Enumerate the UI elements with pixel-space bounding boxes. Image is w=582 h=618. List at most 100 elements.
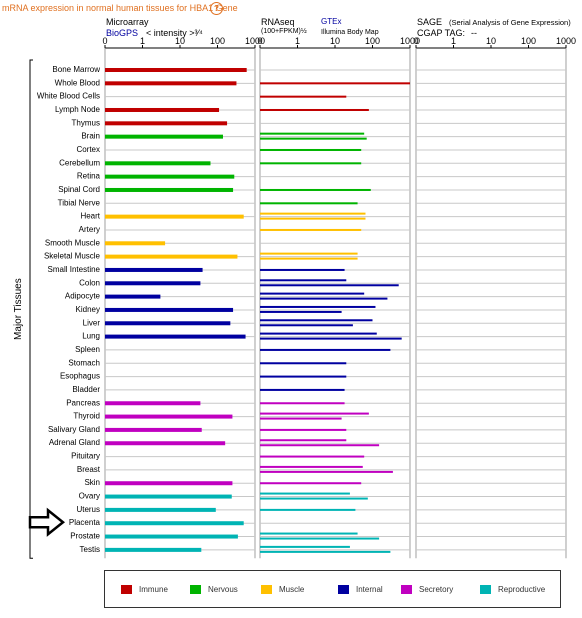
tissue-label: Small Intestine	[48, 265, 101, 274]
rnaseq-bar	[260, 268, 345, 271]
illumina-body-map-link[interactable]: Illumina Body Map	[321, 29, 379, 36]
microarray-tick-label: 1	[140, 36, 145, 46]
microarray-tick-label: 0	[102, 36, 107, 46]
rnaseq-bar	[260, 217, 366, 220]
rnaseq-bar	[260, 375, 347, 378]
tissue-label: Prostate	[70, 532, 100, 541]
rnaseq-bar	[260, 465, 363, 468]
microarray-bar	[105, 121, 228, 126]
rnaseq-bar	[260, 362, 347, 365]
microarray-bar	[105, 241, 166, 246]
microarray-bar	[105, 534, 238, 539]
sage-tick-label: 1	[451, 36, 456, 46]
microarray-bar	[105, 307, 234, 312]
rnaseq-bar	[260, 305, 376, 308]
tissue-label: Colon	[79, 278, 100, 287]
rnaseq-tick-label: 0	[257, 36, 262, 46]
rnaseq-bar	[260, 188, 371, 191]
microarray-unit: < intensity >³⁄⁴	[146, 28, 203, 38]
help-icon[interactable]: ?	[210, 2, 223, 15]
rnaseq-bar	[260, 545, 350, 548]
rnaseq-bar	[260, 252, 358, 255]
legend-label-secretory: Secretory	[419, 585, 454, 594]
rnaseq-bar	[260, 212, 366, 215]
rnaseq-bar	[260, 148, 362, 151]
microarray-bar	[105, 321, 231, 326]
rnaseq-bar	[260, 492, 350, 495]
rnaseq-bar	[260, 348, 391, 351]
major-tissues-label: Major Tissues	[13, 278, 24, 340]
tissue-label: Pancreas	[66, 398, 100, 407]
cgap-tag-label: CGAP TAG:	[417, 28, 466, 38]
rnaseq-bar	[260, 202, 358, 205]
rnaseq-bar	[260, 324, 353, 327]
rnaseq-bar	[260, 310, 342, 313]
rnaseq-tick-label: 10	[330, 36, 340, 46]
rnaseq-bar	[260, 319, 373, 322]
rnaseq-tick-label: 100	[365, 36, 380, 46]
tissue-label: Liver	[83, 318, 101, 327]
microarray-tick-label: 1000	[245, 36, 265, 46]
gtex-link[interactable]: GTEx	[321, 17, 342, 26]
rnaseq-bar	[260, 137, 367, 140]
biogps-link[interactable]: BioGPS	[106, 28, 139, 38]
rnaseq-bar	[260, 332, 377, 335]
legend-swatch-muscle	[261, 585, 272, 594]
rnaseq-bar	[260, 532, 358, 535]
tissue-label: Artery	[79, 225, 100, 234]
tissue-label: Cortex	[76, 145, 100, 154]
rnaseq-bar	[260, 257, 358, 260]
cgap-tag-value: --	[471, 28, 477, 38]
tissue-label: Kidney	[76, 305, 100, 314]
legend-swatch-nervous	[190, 585, 201, 594]
placenta-arrow-icon	[28, 507, 66, 537]
microarray-bar	[105, 134, 223, 139]
tissue-label: Brain	[81, 132, 100, 141]
microarray-bar	[105, 161, 211, 166]
microarray-bar	[105, 294, 161, 299]
legend-label-muscle: Muscle	[279, 585, 305, 594]
tissue-label: Stomach	[68, 358, 100, 367]
microarray-bar	[105, 507, 216, 512]
tissue-label: Thymus	[72, 118, 100, 127]
rnaseq-bar	[260, 292, 365, 295]
tissue-label: Retina	[77, 172, 101, 181]
microarray-bar	[105, 281, 201, 286]
rnaseq-bar	[260, 132, 365, 135]
rnaseq-bar	[260, 388, 345, 391]
microarray-bar	[105, 427, 202, 432]
legend-swatch-reproductive	[480, 585, 491, 594]
rnaseq-bar	[260, 470, 393, 473]
rnaseq-bar	[260, 497, 368, 500]
microarray-bar	[105, 521, 244, 526]
microarray-bar	[105, 334, 246, 339]
sage-tick-label: 1000	[556, 36, 576, 46]
rnaseq-bar	[260, 402, 345, 405]
legend-swatch-internal	[338, 585, 349, 594]
microarray-bar	[105, 174, 235, 179]
tissue-label: Ovary	[79, 492, 100, 501]
tissue-label: Adrenal Gland	[49, 438, 100, 447]
rnaseq-bar	[260, 482, 362, 485]
tissue-label: Tibial Nerve	[58, 198, 101, 207]
microarray-bar	[105, 481, 233, 486]
rnaseq-tick-label: 1	[295, 36, 300, 46]
sage-tick-label: 0	[413, 36, 418, 46]
tissue-label: Esophagus	[60, 372, 100, 381]
microarray-title: Microarray	[106, 17, 149, 27]
rnaseq-bar	[260, 95, 347, 98]
sage-subtitle: (Serial Analysis of Gene Expression)	[449, 18, 571, 27]
rnaseq-bar	[260, 162, 362, 165]
chart-title: mRNA expression in normal human tissues …	[2, 3, 238, 13]
tissue-label: Adipocyte	[65, 292, 101, 301]
tissue-label: Bladder	[72, 385, 100, 394]
tissue-label: Smooth Muscle	[45, 238, 101, 247]
tissue-label: Skin	[84, 478, 100, 487]
sage-tick-label: 100	[521, 36, 536, 46]
tissue-label: Lymph Node	[55, 105, 101, 114]
tissue-label: Skeletal Muscle	[44, 252, 101, 261]
legend-label-nervous: Nervous	[208, 585, 238, 594]
rnaseq-bar	[260, 428, 347, 431]
microarray-bar	[105, 254, 238, 259]
legend: Immune Nervous Muscle Internal Secretory Repr…	[104, 570, 561, 608]
